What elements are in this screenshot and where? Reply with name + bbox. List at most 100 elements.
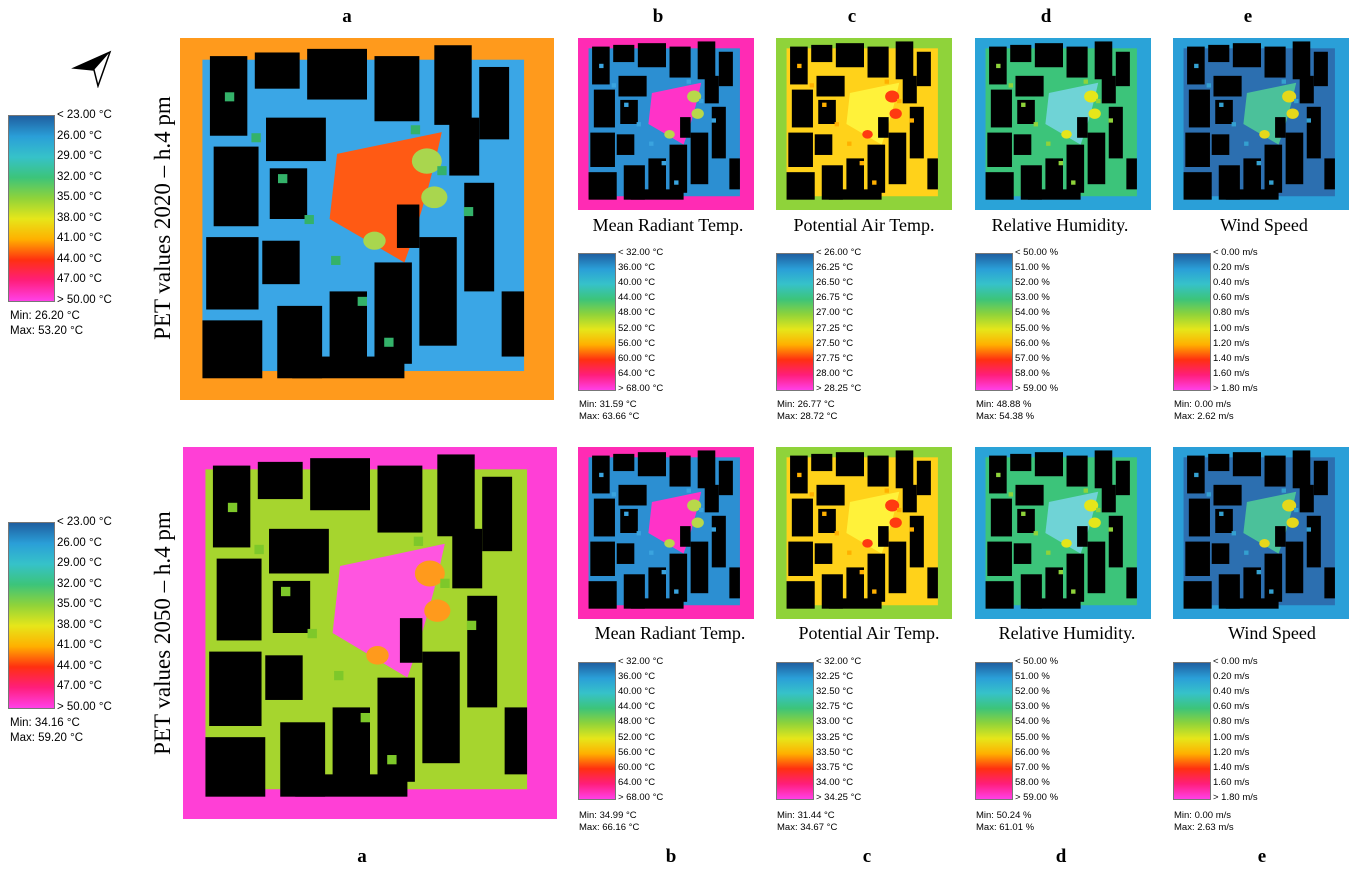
legend-tick-label: 32.00 °C xyxy=(57,577,102,590)
legend-tick-label: 56.00 °C xyxy=(618,337,656,349)
legend-tick-label: > 34.25 °C xyxy=(816,792,862,803)
air-temp-map-2050 xyxy=(776,447,952,619)
legend-tick-label: 0.40 m/s xyxy=(1213,277,1250,289)
pet-min-2050: Min: 34.16 °C xyxy=(10,717,80,729)
legend-tick-label: 32.00 °C xyxy=(57,170,102,183)
column-letter-a-top: a xyxy=(342,6,352,27)
legend-tick-label: > 1.80 m/s xyxy=(1213,383,1258,394)
legend-max-wind-2050: Max: 2.63 m/s xyxy=(1174,822,1234,833)
legend-bar-rh-2020 xyxy=(975,253,1013,391)
legend-tick-label: 0.80 m/s xyxy=(1213,307,1250,319)
legend-tick-label: 56.00 % xyxy=(1015,337,1050,349)
legend-min-air-2050: Min: 31.44 °C xyxy=(777,810,835,821)
legend-tick-label: 33.00 °C xyxy=(816,716,854,728)
legend-tick-label: 1.60 m/s xyxy=(1213,776,1250,788)
legend-tick-label: 1.20 m/s xyxy=(1213,746,1250,758)
legend-tick-label: 1.40 m/s xyxy=(1213,352,1250,364)
legend-tick-label: 1.40 m/s xyxy=(1213,761,1250,773)
legend-tick-label: < 32.00 °C xyxy=(816,656,862,667)
legend-tick-label: 27.75 °C xyxy=(816,352,854,364)
legend-tick-label: > 68.00 °C xyxy=(618,792,664,803)
legend-tick-label: 0.40 m/s xyxy=(1213,686,1250,698)
legend-tick-label: 1.20 m/s xyxy=(1213,337,1250,349)
legend-max-mrt-2050: Max: 66.16 °C xyxy=(579,822,640,833)
legend-tick-label: 1.00 m/s xyxy=(1213,322,1250,334)
legend-tick-label: 1.60 m/s xyxy=(1213,367,1250,379)
column-letter-e-bottom: e xyxy=(1257,846,1267,867)
row-label-2020: PET values 2020 – h.4 pm xyxy=(150,96,175,340)
legend-tick-label: > 59.00 % xyxy=(1015,792,1059,803)
legend-tick-label: 60.00 °C xyxy=(618,352,656,364)
title-rh-2050: Relative Humidity. xyxy=(998,623,1136,643)
legend-tick-label: 26.00 °C xyxy=(57,536,102,549)
pet-map-2050 xyxy=(183,447,557,819)
legend-tick-label: 34.00 °C xyxy=(816,776,854,788)
legend-tick-label: 64.00 °C xyxy=(618,367,656,379)
legend-tick-label: 0.20 m/s xyxy=(1213,671,1250,683)
legend-bar-mrt-2020 xyxy=(578,253,616,391)
pet-scale-bar-2020 xyxy=(8,115,55,302)
legend-max-rh-2020: Max: 54.38 % xyxy=(976,411,1035,422)
legend-tick-label: 40.00 °C xyxy=(618,277,656,289)
legend-tick-label: 32.25 °C xyxy=(816,671,854,683)
legend-tick-label: 33.75 °C xyxy=(816,761,854,773)
legend-tick-label: 44.00 °C xyxy=(618,701,656,713)
legend-tick-label: > 59.00 % xyxy=(1015,383,1059,394)
legend-tick-label: < 0.00 m/s xyxy=(1213,656,1258,667)
legend-tick-label: < 0.00 m/s xyxy=(1213,247,1258,258)
legend-tick-label: 35.00 °C xyxy=(57,598,102,611)
column-letter-d-top: d xyxy=(1040,6,1052,27)
row-label-2050: PET values 2050 – h.4 pm xyxy=(150,511,175,755)
legend-tick-label: < 23.00 °C xyxy=(57,516,112,528)
legend-max-mrt-2020: Max: 63.66 °C xyxy=(579,411,640,422)
legend-tick-label: 48.00 °C xyxy=(618,307,656,319)
legend-tick-label: 58.00 % xyxy=(1015,776,1050,788)
legend-tick-label: < 26.00 °C xyxy=(816,247,862,258)
legend-tick-label: 60.00 °C xyxy=(618,761,656,773)
legend-tick-label: 40.00 °C xyxy=(618,686,656,698)
legend-bar-rh-2050 xyxy=(975,662,1013,800)
column-letter-d-bottom: d xyxy=(1055,846,1067,867)
legend-tick-label: 29.00 °C xyxy=(57,150,102,163)
legend-max-air-2020: Max: 28.72 °C xyxy=(777,411,838,422)
legend-tick-label: 64.00 °C xyxy=(618,776,656,788)
legend-tick-label: 52.00 % xyxy=(1015,686,1050,698)
title-wind-2020: Wind Speed xyxy=(1220,215,1308,235)
legend-tick-label: 26.00 °C xyxy=(57,129,102,142)
legend-tick-label: 26.50 °C xyxy=(816,277,854,289)
legend-tick-label: 36.00 °C xyxy=(618,671,656,683)
air-temp-map-2020 xyxy=(776,38,952,210)
legend-tick-label: 35.00 °C xyxy=(57,191,102,204)
legend-tick-label: 0.60 m/s xyxy=(1213,701,1250,713)
pet-max-2050: Max: 59.20 °C xyxy=(10,732,83,744)
legend-tick-label: 33.50 °C xyxy=(816,746,854,758)
legend-max-air-2050: Max: 34.67 °C xyxy=(777,822,838,833)
legend-tick-label: < 32.00 °C xyxy=(618,247,664,258)
legend-bar-air-2050 xyxy=(776,662,814,800)
wind-map-2020 xyxy=(1173,38,1349,210)
legend-tick-label: 41.00 °C xyxy=(57,232,102,245)
legend-tick-label: > 68.00 °C xyxy=(618,383,664,394)
pet-scale-bar-2050 xyxy=(8,522,55,709)
legend-min-air-2020: Min: 26.77 °C xyxy=(777,399,835,410)
legend-tick-label: 0.60 m/s xyxy=(1213,292,1250,304)
legend-tick-label: < 50.00 % xyxy=(1015,247,1059,258)
legend-tick-label: > 28.25 °C xyxy=(816,383,862,394)
legend-tick-label: 44.00 °C xyxy=(57,659,102,672)
legend-tick-label: 0.20 m/s xyxy=(1213,262,1250,274)
legend-tick-label: 27.50 °C xyxy=(816,337,854,349)
legend-tick-label: 51.00 % xyxy=(1015,671,1050,683)
legend-tick-label: 38.00 °C xyxy=(57,211,102,224)
legend-tick-label: 55.00 % xyxy=(1015,731,1050,743)
legend-tick-label: 55.00 % xyxy=(1015,322,1050,334)
legend-tick-label: 0.80 m/s xyxy=(1213,716,1250,728)
mrt-map-2050 xyxy=(578,447,754,619)
title-wind-2050: Wind Speed xyxy=(1228,623,1316,643)
legend-max-wind-2020: Max: 2.62 m/s xyxy=(1174,411,1234,422)
column-letter-a-bottom: a xyxy=(357,846,367,867)
legend-tick-label: 38.00 °C xyxy=(57,618,102,631)
legend-min-rh-2020: Min: 48.88 % xyxy=(976,399,1032,410)
column-letter-c-bottom: c xyxy=(862,846,872,867)
wind-map-2050 xyxy=(1173,447,1349,619)
legend-tick-label: 52.00 °C xyxy=(618,731,656,743)
